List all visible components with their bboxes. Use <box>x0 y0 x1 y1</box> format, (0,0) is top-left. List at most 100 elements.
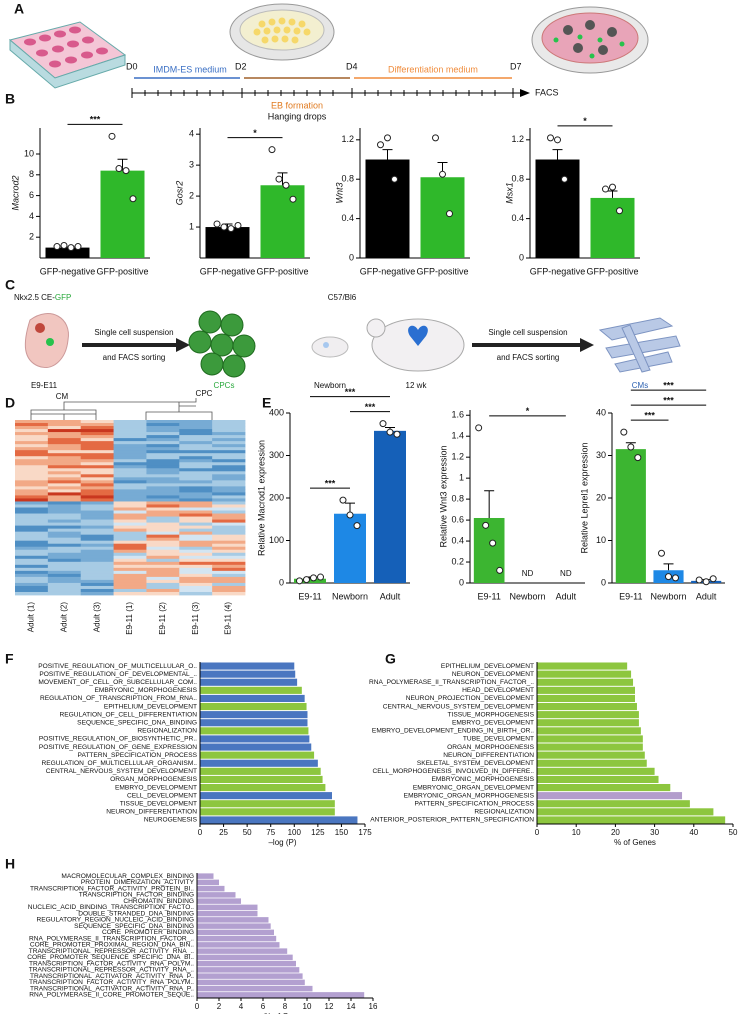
x-tick-label: 12 <box>325 1002 334 1011</box>
heatmap-cell <box>15 468 49 472</box>
heatmap-cell <box>179 567 213 572</box>
y-tick-label: EMBRYO_DEVELOPMENT_ENDING_IN_BIRTH_OR.. <box>372 728 534 735</box>
heatmap-cell <box>212 486 246 490</box>
heatmap-cell <box>15 546 49 551</box>
heatmap-cell <box>15 549 49 554</box>
heatmap-cell <box>212 453 246 457</box>
data-point <box>282 181 290 189</box>
heatmap-cell <box>212 456 246 460</box>
heatmap-cell <box>47 477 82 481</box>
y-tick-label: 1.2 <box>341 134 354 144</box>
y-tick-label: TRANSCRIPTIONAL_ACTIVATOR_ACTIVITY_RNA_P… <box>30 973 194 980</box>
heatmap-cell <box>179 444 213 448</box>
heatmap-cell <box>179 516 213 520</box>
heatmap-cell <box>15 513 49 517</box>
heatmap-cell <box>146 561 180 566</box>
y-tick-label: PATTERN_SPECIFICATION_PROCESS <box>78 752 198 759</box>
day-label: D0 <box>126 61 138 71</box>
heatmap-cell <box>47 528 82 533</box>
heatmap-cell <box>47 435 82 439</box>
heatmap-cell <box>47 588 82 593</box>
data-point <box>634 454 642 462</box>
bar <box>537 702 637 711</box>
y-tick-label: 6 <box>29 190 34 200</box>
heatmap-cell <box>179 537 213 542</box>
heatmap-cell <box>15 510 49 514</box>
heatmap-cell <box>47 513 82 517</box>
heatmap-cell <box>80 576 114 581</box>
bar <box>200 686 302 694</box>
heatmap-cell <box>212 555 246 560</box>
y-tick-label: 1.4 <box>451 431 464 441</box>
data-point <box>702 578 710 586</box>
heatmap-cell <box>47 561 82 566</box>
column-label: E9-11 (3) <box>191 602 200 635</box>
heatmap-cell <box>80 570 114 575</box>
heatmap-cell <box>47 555 82 560</box>
heatmap-cell <box>146 549 180 554</box>
heatmap-cell <box>47 582 82 587</box>
cpc-cells <box>188 310 256 378</box>
heatmap-cell <box>80 585 114 590</box>
data-point <box>339 496 347 504</box>
x-tick-label: E9-11 <box>477 591 500 601</box>
y-tick-label: EPITHELIUM_DEVELOPMENT <box>104 703 197 710</box>
heatmap-cell <box>113 492 147 496</box>
heatmap-cell <box>15 582 49 587</box>
heatmap-cell <box>15 558 49 563</box>
significance-label: *** <box>345 387 356 397</box>
y-tick-label: 2 <box>29 232 34 242</box>
data-point <box>609 183 616 191</box>
end-label: FACS <box>535 87 559 97</box>
y-tick-label: DOUBLE_STRANDED_DNA_BINDING <box>78 910 194 917</box>
heatmap-cell <box>80 540 114 545</box>
data-point <box>377 141 384 149</box>
eb-label: EB formation <box>271 100 323 110</box>
bar <box>197 960 296 967</box>
data-point <box>620 428 628 436</box>
heatmap-cell <box>179 459 213 463</box>
step-label: Single cell suspension <box>488 328 567 337</box>
heatmap-cell <box>15 522 49 527</box>
heatmap-cell <box>179 471 213 475</box>
y-tick-label: EMBRYONIC_MORPHOGENESIS <box>95 687 198 694</box>
heatmap-cell <box>47 441 82 445</box>
data-point <box>213 220 221 228</box>
significance-label: * <box>583 116 587 126</box>
x-tick-label: Newborn <box>509 591 545 601</box>
heatmap-cell <box>15 576 49 581</box>
panel-label: E <box>262 395 271 411</box>
bar <box>100 170 145 258</box>
y-tick-label: 1.6 <box>451 410 464 420</box>
heatmap-cell <box>15 519 49 523</box>
heatmap-cell <box>15 492 49 496</box>
panel-label: A <box>14 1 24 17</box>
day-label: D7 <box>510 61 522 71</box>
y-axis-label: Macrod2 <box>10 175 20 210</box>
x-tick-label: 8 <box>283 1002 288 1011</box>
bar <box>197 923 271 929</box>
heatmap-cell <box>80 528 114 533</box>
y-tick-label: 0 <box>349 252 354 262</box>
heatmap-cell <box>113 420 147 424</box>
bar <box>197 954 293 961</box>
y-axis-label: Wnt3 <box>334 182 344 203</box>
heatmap-cell <box>113 432 147 436</box>
heatmap-cell <box>80 525 114 530</box>
significance-label: * <box>253 128 257 138</box>
x-tick-label: 4 <box>239 1002 244 1011</box>
heatmap-cell <box>146 543 180 548</box>
x-tick-label: GFP-negative <box>360 266 416 276</box>
heatmap-cell <box>179 480 213 484</box>
heatmap-cell <box>113 555 147 560</box>
y-tick-label: TRANSCRIPTION_FACTOR_BINDING <box>79 892 194 899</box>
heatmap-cell <box>146 576 180 581</box>
data-point <box>391 175 398 183</box>
heatmap-cell <box>47 456 82 460</box>
heatmap-cell <box>80 519 114 523</box>
heatmap-cell <box>80 495 114 499</box>
heatmap-cell <box>113 444 147 448</box>
heatmap-cell <box>212 525 246 530</box>
heatmap-cell <box>146 441 180 445</box>
y-tick-label: 0.8 <box>451 493 464 503</box>
